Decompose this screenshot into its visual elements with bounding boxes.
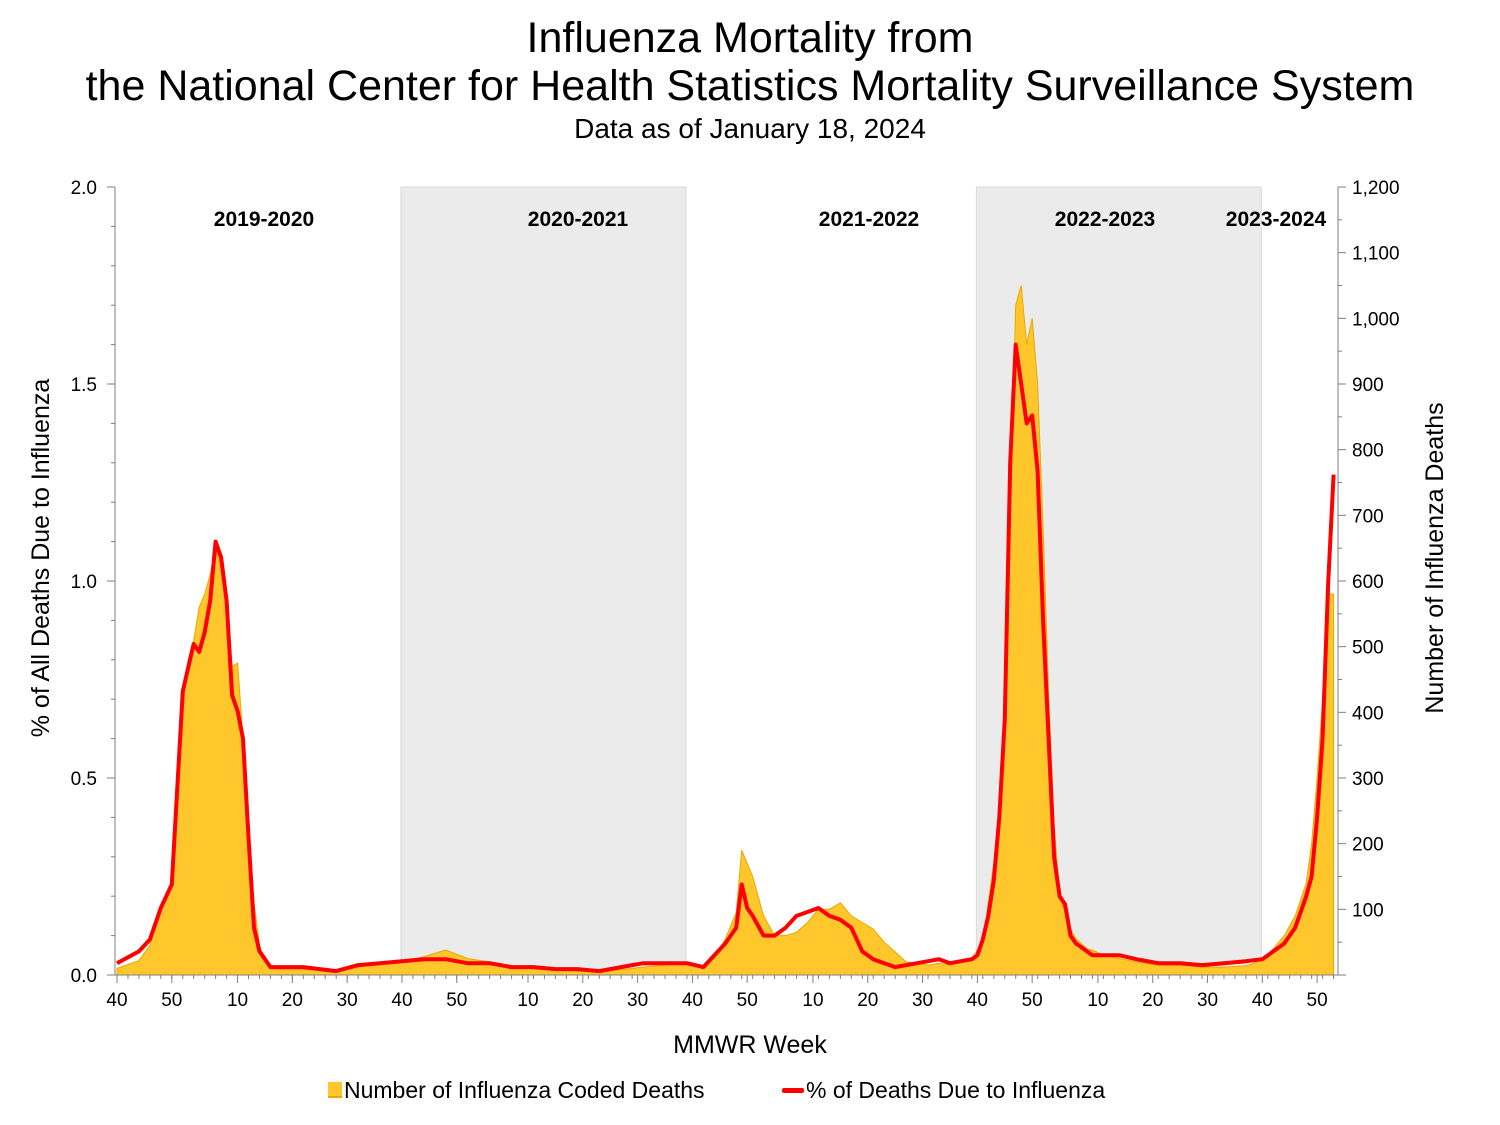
- y-right-tick-label: 500: [1352, 638, 1384, 659]
- legend-swatch-line-icon: [782, 1087, 804, 1093]
- y-left-tick-label: 2.0: [71, 178, 97, 199]
- x-tick-label: 20: [282, 990, 303, 1011]
- legend-label-deaths: Number of Influenza Coded Deaths: [344, 1077, 705, 1103]
- y-right-tick-label: 400: [1352, 703, 1384, 724]
- season-label-2021-2022: 2021-2022: [819, 208, 919, 231]
- y-right-tick-label: 700: [1352, 506, 1384, 527]
- season-label-2020-2021: 2020-2021: [528, 208, 629, 231]
- x-tick-label: 30: [912, 990, 933, 1011]
- y-right-tick-label: 800: [1352, 441, 1384, 462]
- y-right-tick-label: 900: [1352, 375, 1384, 396]
- series-line-percent: [116, 342, 1336, 974]
- y-right-tick-label: 100: [1352, 900, 1384, 921]
- y-left-tick-label: 0.5: [71, 769, 97, 790]
- chart-title-block: Influenza Mortality from the National Ce…: [0, 14, 1500, 146]
- percent-line-layer: [116, 342, 1336, 974]
- x-tick-label: 20: [857, 990, 878, 1011]
- y-left-tick-label: 0.0: [71, 966, 97, 987]
- y-axis-right-title: Number of Influenza Deaths: [1421, 402, 1449, 713]
- season-shade-1: [400, 186, 687, 976]
- x-tick-label: 20: [1142, 990, 1163, 1011]
- x-tick-label: 40: [1252, 990, 1273, 1011]
- x-axis-title: MMWR Week: [673, 1031, 827, 1059]
- x-tick-label: 40: [106, 990, 127, 1011]
- legend-item-deaths: Number of Influenza Coded Deaths: [328, 1076, 705, 1104]
- axes-layer: 0.0 0.5 1.0 1.5 2.0 100 200 300 400 500 600 700 800 9…: [71, 178, 1400, 1011]
- x-tick-label: 20: [572, 990, 593, 1011]
- y-right-tick-label: 200: [1352, 835, 1384, 856]
- y-right-tick-label: 300: [1352, 769, 1384, 790]
- chart-title-line2: the National Center for Health Statistic…: [85, 62, 1415, 110]
- y-left-tick-label: 1.5: [71, 375, 97, 396]
- x-tick-label: 50: [446, 990, 467, 1011]
- y-right-tick-label: 1,100: [1352, 244, 1400, 265]
- legend-swatch-area-icon: [328, 1082, 342, 1098]
- season-labels-layer: 2019-2020 2020-2021 2021-2022 2022-2023 2023…: [214, 208, 1327, 231]
- chart-title-line1: Influenza Mortality from: [526, 14, 974, 62]
- y-right-tick-label: 600: [1352, 572, 1384, 593]
- x-tick-label: 50: [737, 990, 758, 1011]
- legend-item-percent: % of Deaths Due to Influenza: [782, 1076, 1105, 1104]
- x-tick-label: 50: [1022, 990, 1043, 1011]
- x-tick-label: 50: [1307, 990, 1328, 1011]
- x-tick-label: 30: [337, 990, 358, 1011]
- y-right-tick-label: 1,200: [1352, 178, 1400, 199]
- legend: Number of Influenza Coded Deaths % of De…: [0, 1076, 1500, 1106]
- season-label-2023-2024: 2023-2024: [1226, 208, 1327, 231]
- legend-label-percent: % of Deaths Due to Influenza: [806, 1077, 1106, 1103]
- x-tick-label: 10: [1087, 990, 1108, 1011]
- x-tick-label: 30: [1197, 990, 1218, 1011]
- x-tick-label: 30: [627, 990, 648, 1011]
- y-right-tick-label: 1,000: [1352, 309, 1400, 330]
- y-left-tick-label: 1.0: [71, 572, 97, 593]
- x-tick-label: 50: [161, 990, 182, 1011]
- x-tick-label: 40: [967, 990, 988, 1011]
- season-label-2019-2020: 2019-2020: [214, 208, 314, 231]
- chart-subtitle: Data as of January 18, 2024: [574, 113, 926, 144]
- x-tick-label: 40: [682, 990, 703, 1011]
- season-shading-layer: [400, 186, 1262, 976]
- y-axis-left-title: % of All Deaths Due to Influenza: [27, 379, 55, 738]
- x-tick-label: 40: [391, 990, 412, 1011]
- season-label-2022-2023: 2022-2023: [1055, 208, 1155, 231]
- x-tick-label: 10: [517, 990, 538, 1011]
- x-tick-label: 10: [802, 990, 823, 1011]
- x-tick-label: 10: [227, 990, 248, 1011]
